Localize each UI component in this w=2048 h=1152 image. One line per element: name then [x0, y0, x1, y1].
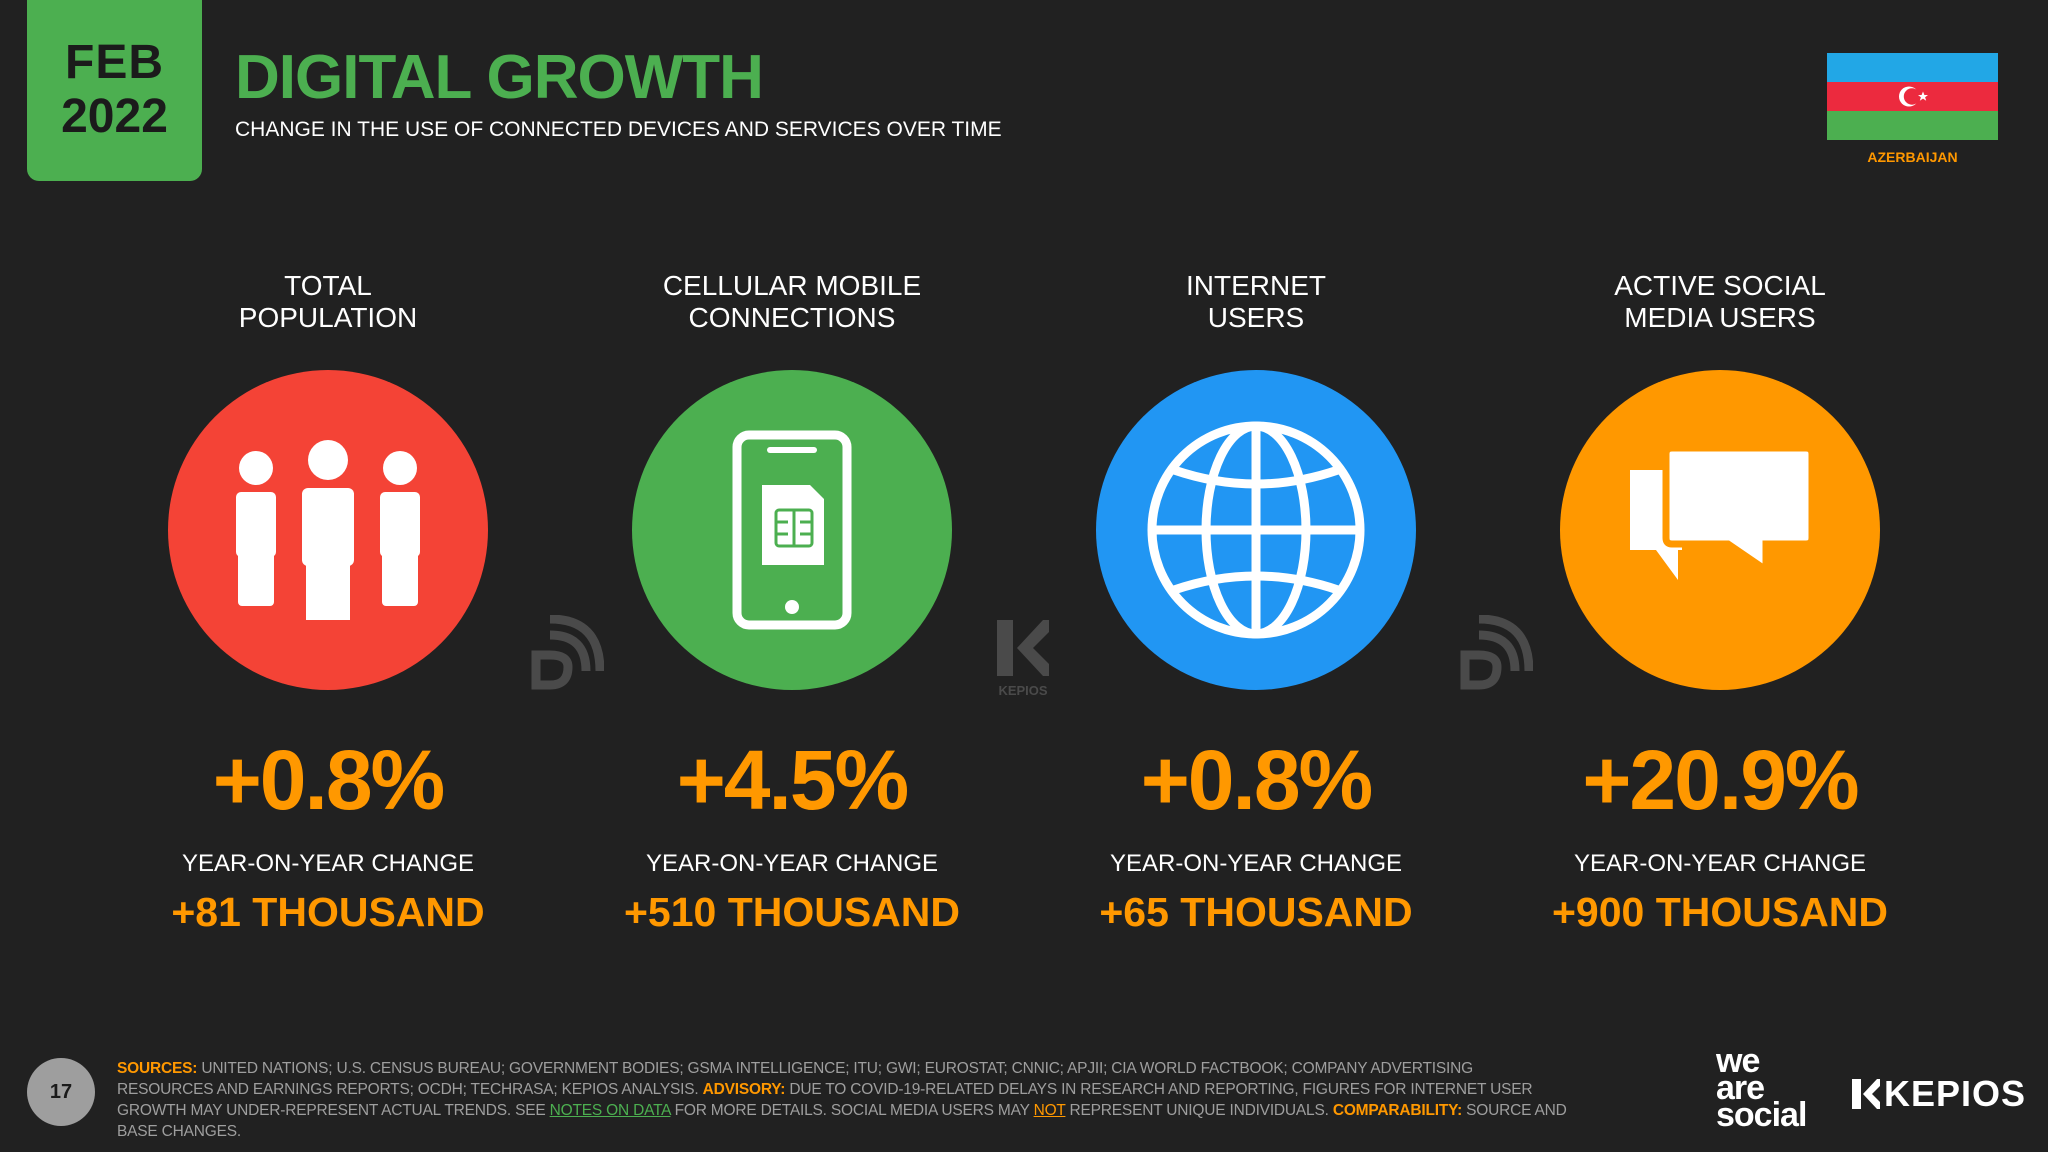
yoy-label: YEAR-ON-YEAR CHANGE [181, 850, 475, 877]
yoy-label: YEAR-ON-YEAR CHANGE [1573, 850, 1867, 877]
absolute-change: +510 THOUSAND [623, 889, 961, 935]
stat-total-population: TOTAL POPULATION +0.8% YEAR-ON-YEAR CHAN… [118, 270, 538, 936]
percent-change: +4.5% [676, 733, 910, 827]
azerbaijan-flag [1827, 53, 1998, 140]
kepios-watermark-text: KEPIOS [998, 683, 1048, 698]
date-month: FEB [65, 35, 164, 89]
notes-on-data-link[interactable]: NOTES ON DATA [549, 1102, 671, 1119]
sources-footnote: SOURCES: UNITED NATIONS; U.S. CENSUS BUR… [117, 1060, 1567, 1140]
stat-label: INTERNET USERS [1186, 270, 1326, 333]
page-number: 17 [27, 1058, 95, 1126]
datareportal-watermark-icon [1460, 615, 1533, 690]
stat-label: CELLULAR MOBILE CONNECTIONS [662, 270, 922, 333]
kepios-watermark: KEPIOS [997, 620, 1049, 698]
country-label: AZERBAIJAN [1867, 149, 1958, 165]
speech-bubbles-icon [1560, 370, 1880, 690]
mobile-sim-icon [632, 370, 952, 690]
stat-internet-users: INTERNET USERS +0.8% YEAR-ON-YEAR CHANGE… [1046, 270, 1466, 936]
absolute-change: +900 THOUSAND [1551, 889, 1889, 935]
percent-change: +0.8% [1140, 733, 1374, 827]
stat-cellular-connections: CELLULAR MOBILE CONNECTIONS +4.5% YEAR-O… [582, 270, 1002, 936]
kepios-watermark-icon [997, 620, 1049, 676]
percent-change: +0.8% [212, 733, 446, 827]
yoy-label: YEAR-ON-YEAR CHANGE [645, 850, 939, 877]
kepios-logo: KEPIOS [1852, 1073, 2026, 1115]
yoy-label: YEAR-ON-YEAR CHANGE [1109, 850, 1403, 877]
stat-label: TOTAL POPULATION [238, 270, 418, 333]
crescent-star-icon [1899, 86, 1928, 107]
datareportal-watermark-icon [531, 615, 604, 690]
stat-label: ACTIVE SOCIAL MEDIA USERS [1614, 270, 1826, 333]
date-year: 2022 [61, 89, 168, 143]
page-subtitle: CHANGE IN THE USE OF CONNECTED DEVICES A… [235, 118, 1002, 141]
stat-social-media-users: ACTIVE SOCIAL MEDIA USERS +20.9% YEAR-ON… [1510, 270, 1930, 936]
page-title: DIGITAL GROWTH [235, 43, 764, 112]
globe-icon [1096, 370, 1416, 690]
people-icon [168, 370, 488, 690]
we-are-social-logo: we are social [1716, 1042, 1807, 1134]
kepios-k-icon [1852, 1079, 1880, 1109]
absolute-change: +65 THOUSAND [1099, 889, 1413, 935]
percent-change: +20.9% [1582, 733, 1859, 827]
date-badge: FEB 2022 [27, 0, 202, 181]
absolute-change: +81 THOUSAND [171, 889, 485, 935]
